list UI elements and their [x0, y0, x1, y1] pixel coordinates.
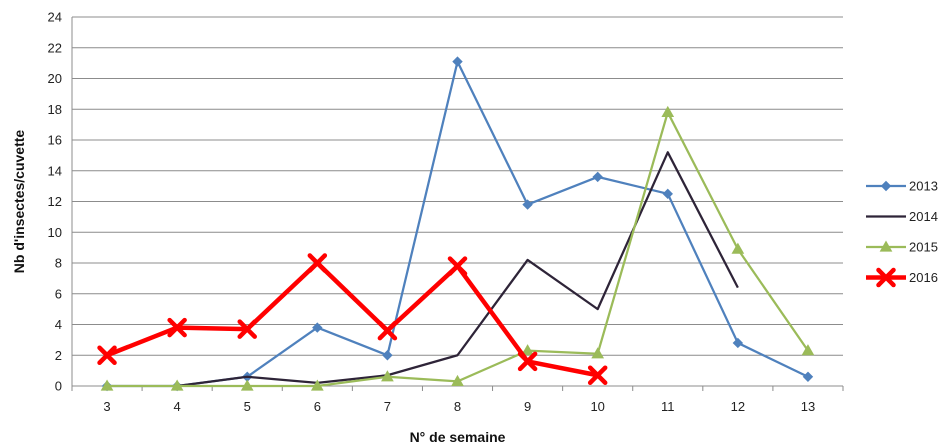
y-tick-label: 16 [48, 133, 62, 148]
data-point-2015 [801, 344, 815, 356]
legend: 2013 2014 2015 2016 [866, 179, 938, 288]
x-tick-label: 13 [801, 399, 815, 414]
y-tick-label: 8 [55, 256, 62, 271]
data-point-2015 [451, 374, 464, 387]
data-point-2016 [167, 317, 187, 338]
data-point-2013 [522, 199, 533, 210]
data-point-2016 [447, 256, 468, 276]
x-tick-label: 4 [174, 399, 181, 414]
legend-entry-2014: 2014 [866, 209, 938, 224]
data-point-2013 [802, 371, 814, 382]
x-tick-label: 12 [731, 399, 745, 414]
y-tick-label: 20 [48, 71, 62, 86]
y-tick-label: 10 [48, 225, 62, 240]
y-axis-title: Nb d'insectes/cuvette [11, 130, 27, 274]
data-point-2015 [240, 379, 254, 391]
data-point-2013 [312, 322, 323, 333]
legend-entry-2015: 2015 [866, 240, 938, 255]
data-point-2015 [310, 379, 324, 391]
data-point-2015 [381, 370, 394, 382]
x-tick-label: 5 [244, 399, 251, 414]
x-tick-label: 11 [661, 399, 675, 414]
y-tick-label: 6 [55, 286, 62, 301]
legend-marker [879, 240, 893, 252]
data-point-2016 [307, 253, 328, 273]
data-point-2016 [587, 365, 608, 385]
x-tick-label: 8 [454, 399, 461, 414]
series-line-2014 [176, 151, 739, 388]
series-group [97, 56, 815, 392]
legend-label: 2016 [909, 270, 938, 285]
y-tick-label: 0 [55, 379, 62, 394]
data-point-2015 [100, 379, 114, 391]
data-point-2015 [731, 242, 745, 254]
series-2014 [176, 151, 739, 388]
y-tick-label: 18 [48, 102, 62, 117]
x-axis-title: N° de semaine [410, 429, 506, 445]
data-point-2013 [382, 350, 393, 361]
data-point-2016 [517, 351, 538, 372]
y-tick-label: 14 [48, 163, 62, 178]
data-point-2016 [377, 320, 398, 341]
legend-entry-2016: 2016 [866, 267, 938, 288]
x-tick-label: 6 [314, 399, 321, 414]
legend-entry-2013: 2013 [866, 179, 938, 194]
series-2016 [97, 253, 608, 385]
data-point-2016 [237, 319, 257, 339]
data-point-2013 [452, 56, 463, 67]
x-tick-label: 3 [103, 399, 110, 414]
y-tick-label: 4 [55, 317, 62, 332]
data-point-2013 [662, 188, 673, 200]
gridlines [72, 16, 843, 387]
data-point-2013 [732, 337, 744, 349]
series-line-2013 [107, 60, 809, 388]
x-tick-label: 7 [384, 399, 391, 414]
data-point-2015 [591, 347, 605, 359]
series-line-2016 [106, 260, 599, 378]
y-tick-label: 2 [55, 348, 62, 363]
data-point-2016 [97, 345, 117, 365]
data-point-2015 [170, 379, 184, 391]
legend-label: 2014 [909, 209, 938, 224]
data-point-2015 [661, 105, 675, 117]
series-line-2015 [107, 111, 809, 388]
legend-label: 2013 [909, 179, 938, 194]
legend-marker [876, 267, 896, 288]
data-point-2013 [592, 171, 603, 183]
data-point-2015 [521, 344, 534, 356]
series-2015 [100, 105, 815, 391]
y-tick-label: 12 [48, 194, 62, 209]
y-tick-label: 24 [48, 10, 62, 25]
y-tick-label: 22 [48, 40, 62, 55]
legend-label: 2015 [909, 240, 938, 255]
x-tick-label: 9 [524, 399, 531, 414]
legend-marker [880, 180, 892, 192]
x-tick-label: 10 [590, 399, 604, 414]
